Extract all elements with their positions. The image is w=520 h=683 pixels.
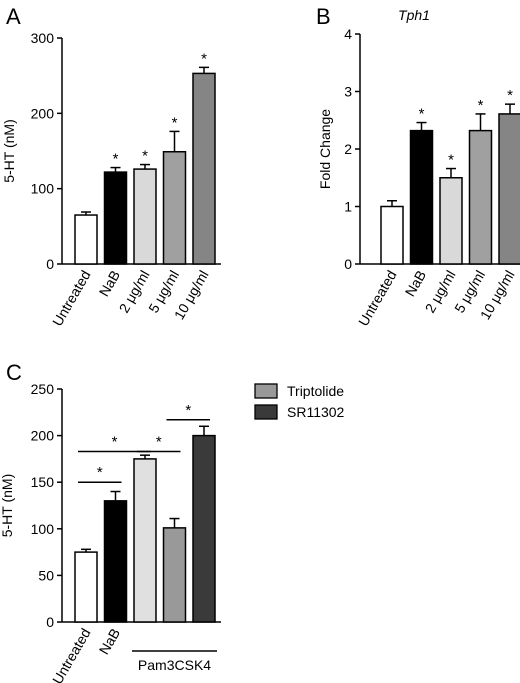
panel-a-letter: A [6, 4, 21, 29]
comparison-star: * [185, 402, 191, 419]
bar [380, 205, 404, 265]
y-axis-label: 5-HT (nM) [0, 474, 15, 538]
y-tick-label: 0 [46, 256, 54, 272]
y-tick-label: 150 [31, 474, 55, 490]
comparison-star: * [97, 464, 103, 481]
bar [192, 434, 216, 623]
y-tick-label: 300 [31, 30, 55, 46]
legend-swatch [254, 404, 278, 420]
legend-swatch [254, 383, 278, 399]
x-tick-label: Untreated [355, 268, 400, 329]
y-tick-label: 3 [344, 84, 352, 100]
y-tick-label: 50 [38, 567, 54, 583]
x-tick-label: Untreated [49, 268, 94, 329]
y-tick-label: 200 [31, 105, 55, 121]
bar [74, 551, 98, 623]
significance-star: * [172, 114, 178, 131]
significance-star: * [448, 152, 454, 169]
bar [103, 500, 128, 623]
y-axis-label: Fold Change [317, 109, 333, 189]
y-tick-label: 4 [344, 26, 352, 42]
group-label: Pam3CSK4 [138, 657, 211, 673]
significance-star: * [142, 148, 148, 165]
bar [74, 214, 98, 265]
comparison-star: * [156, 433, 162, 450]
comparison-star: * [112, 433, 118, 450]
significance-star: * [478, 97, 484, 114]
bar [498, 113, 520, 265]
panel-b-letter: B [316, 4, 331, 29]
panel-c-letter: C [6, 360, 22, 385]
y-tick-label: 200 [31, 428, 55, 444]
bar [133, 168, 157, 265]
x-tick-label: NaB [402, 268, 429, 300]
significance-star: * [507, 87, 513, 104]
chart-title: Tph1 [398, 7, 430, 23]
y-tick-label: 0 [344, 256, 352, 272]
y-tick-label: 2 [344, 141, 352, 157]
x-tick-label: NaB [96, 626, 123, 658]
panel-c-chart: 0 50 100 150 200 250 5-HT (nM) Untreated NaB * * * *… [0, 381, 345, 683]
bar [439, 177, 463, 265]
y-tick-label: 0 [46, 614, 54, 630]
legend-label: SR11302 [287, 404, 345, 420]
bar [409, 129, 434, 265]
bar [192, 72, 216, 265]
bar [103, 171, 128, 265]
bar [162, 151, 187, 265]
bar [468, 129, 493, 265]
bar [133, 458, 157, 623]
significance-star: * [419, 106, 425, 123]
significance-star: * [113, 151, 119, 168]
significance-star: * [201, 50, 207, 67]
y-tick-label: 100 [31, 181, 55, 197]
y-tick-label: 100 [31, 521, 55, 537]
y-tick-label: 1 [344, 199, 352, 215]
y-axis-label: 5-HT (nM) [1, 119, 17, 183]
bar [162, 527, 187, 623]
legend-label: Triptolide [287, 383, 344, 399]
x-tick-label: NaB [96, 268, 123, 300]
x-tick-label: Untreated [49, 626, 94, 683]
y-tick-label: 250 [31, 381, 55, 397]
